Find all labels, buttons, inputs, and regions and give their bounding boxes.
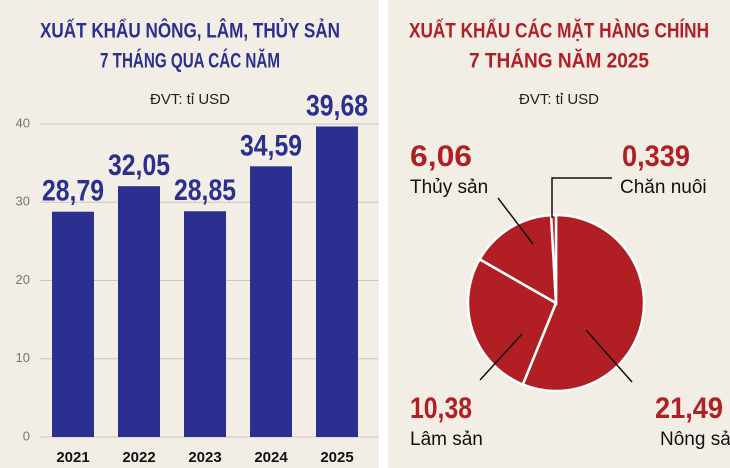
y-tick-label: 10 [16, 350, 30, 365]
leader-line [585, 329, 633, 383]
bar [250, 166, 292, 437]
leader-line [551, 177, 612, 218]
pie-slice [477, 213, 558, 306]
x-tick-label: 2022 [122, 449, 155, 466]
chart-subtitle: ĐVT: tỉ USD [150, 91, 230, 108]
value-label: 32,05 [108, 149, 170, 182]
y-tick-label: 0 [23, 428, 30, 443]
value-label: 10,38 [410, 392, 472, 425]
y-tick-label: 40 [16, 115, 30, 130]
x-tick-label: 2023 [188, 449, 221, 466]
value-label: 21,49 [655, 392, 723, 425]
chart-subtitle: ĐVT: tỉ USD [519, 91, 599, 108]
y-tick-label: 30 [16, 194, 30, 209]
y-tick-label: 20 [16, 272, 30, 287]
value-label: 34,59 [240, 129, 302, 162]
leader-line [479, 333, 523, 381]
bar [316, 126, 358, 437]
value-label: 28,85 [174, 174, 236, 207]
value-label: 0,339 [622, 140, 690, 173]
leader-line [497, 197, 534, 245]
slice-label: Thủy sản [410, 177, 488, 198]
x-tick-label: 2024 [254, 449, 288, 466]
x-tick-label: 2021 [56, 449, 89, 466]
slice-label: Nông sản [660, 429, 730, 450]
chart-title: XUẤT KHẨU CÁC MẶT HÀNG CHÍNH [409, 20, 709, 43]
slice-label: Chăn nuôi [620, 177, 707, 198]
bar [184, 211, 226, 437]
chart-title: 7 THÁNG QUA CÁC NĂM [100, 50, 280, 73]
value-label: 6,06 [410, 140, 472, 173]
value-label: 28,79 [42, 175, 104, 208]
bar [52, 211, 94, 437]
chart-title: XUẤT KHẨU NÔNG, LÂM, THỦY SẢN [40, 19, 340, 43]
chart-title: 7 THÁNG NĂM 2025 [469, 50, 649, 73]
pie-slice [521, 213, 646, 393]
x-tick-label: 2025 [320, 449, 353, 466]
slice-label: Lâm sản [410, 429, 483, 450]
pie-slice [549, 213, 558, 304]
value-label: 39,68 [306, 89, 368, 122]
bar [118, 186, 160, 437]
